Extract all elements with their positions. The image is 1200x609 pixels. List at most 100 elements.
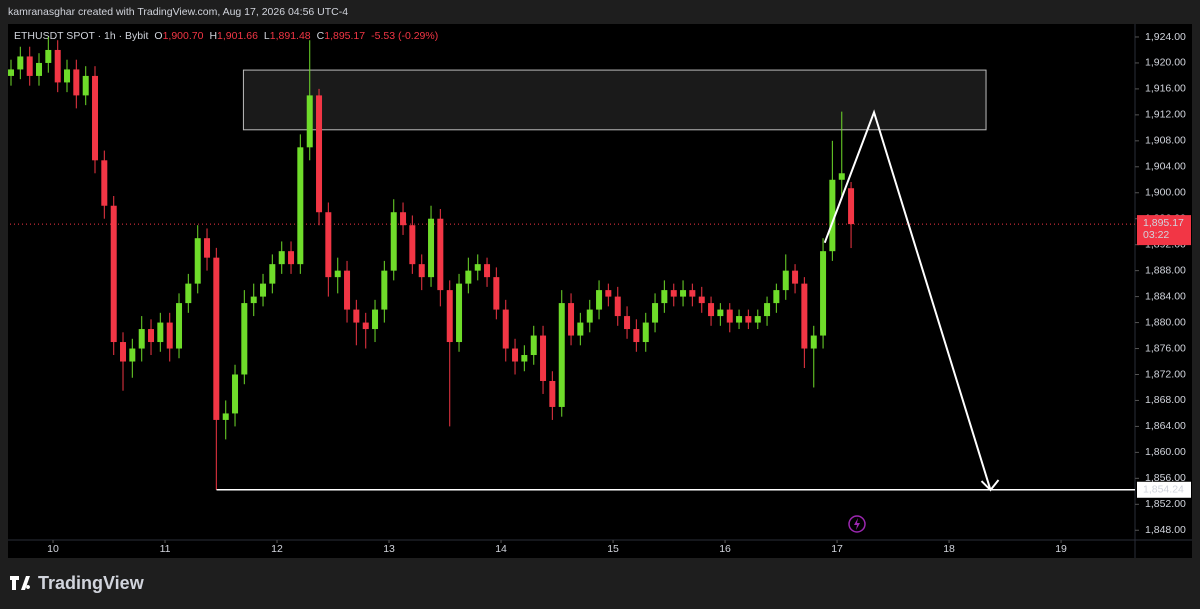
- candle-body: [381, 270, 388, 310]
- y-tick-label: 1,916.00: [1145, 83, 1186, 95]
- candle-body: [222, 413, 229, 420]
- logo-icon: [10, 576, 31, 590]
- candle-body: [773, 290, 780, 304]
- candle-body: [166, 322, 173, 349]
- candle-body: [624, 316, 631, 330]
- candle-body: [45, 49, 52, 63]
- candle-body: [400, 212, 407, 226]
- candle-body: [334, 270, 341, 278]
- candle-body: [493, 277, 500, 310]
- ohlc-key: H: [209, 30, 217, 42]
- y-tick-label: 1,872.00: [1145, 368, 1186, 380]
- y-tick-label: 1,924.00: [1145, 31, 1186, 43]
- y-tick-label: 1,876.00: [1145, 342, 1186, 354]
- candle-body: [157, 322, 164, 343]
- x-tick-label: 16: [719, 543, 731, 555]
- symbol: ETHUSDT SPOT · 1h · Bybit: [14, 30, 148, 42]
- candle-body: [754, 316, 761, 323]
- y-tick-label: 1,880.00: [1145, 316, 1186, 328]
- candle-body: [736, 316, 743, 323]
- candle-body: [362, 322, 369, 330]
- candle-body: [8, 69, 15, 76]
- price-countdown: 03:22: [1143, 229, 1169, 241]
- candle-body: [54, 49, 61, 83]
- candle-body: [568, 303, 575, 336]
- y-tick-label: 1,868.00: [1145, 394, 1186, 406]
- candle-body: [820, 251, 827, 336]
- candle-body: [801, 283, 808, 349]
- y-tick-label: 1,900.00: [1145, 187, 1186, 199]
- supply-zone: [242, 69, 987, 131]
- candle-body: [409, 225, 416, 265]
- alert-circle: [848, 515, 866, 533]
- candle-body: [437, 218, 444, 291]
- candle-body: [764, 303, 771, 317]
- y-tick-label: 1,912.00: [1145, 109, 1186, 121]
- candle-body: [745, 316, 752, 323]
- candle-body: [549, 380, 556, 407]
- candle-body: [782, 270, 789, 291]
- candle-body: [372, 309, 379, 330]
- candle-body: [213, 257, 220, 420]
- candle-body: [698, 296, 705, 304]
- x-tick-label: 18: [943, 543, 955, 555]
- candle-body: [642, 322, 649, 343]
- ohlc-key: C: [317, 30, 325, 42]
- y-tick-label: 1,920.00: [1145, 57, 1186, 69]
- symbol-legend: ETHUSDT SPOT · 1h · Bybit O1,900.70 H1,901…: [14, 30, 438, 42]
- candle-body: [325, 212, 332, 278]
- candle-body: [810, 335, 817, 349]
- y-tick-label: 1,848.00: [1145, 524, 1186, 536]
- candle-body: [241, 303, 248, 375]
- ohlc-value: 1,895.17: [324, 30, 365, 42]
- y-tick-label: 1,860.00: [1145, 446, 1186, 458]
- candle-body: [446, 290, 453, 343]
- candle-body: [680, 290, 687, 297]
- x-tick-label: 14: [495, 543, 507, 555]
- candle-body: [596, 290, 603, 310]
- candle-body: [232, 374, 239, 414]
- candle-body: [176, 303, 183, 349]
- candle-body: [456, 283, 463, 343]
- candle-body: [670, 290, 677, 297]
- alert-icon: [848, 515, 866, 533]
- x-tick-label: 13: [383, 543, 395, 555]
- y-tick-label: 1,852.00: [1145, 498, 1186, 510]
- candle-body: [558, 303, 565, 407]
- candle-body: [92, 75, 99, 161]
- candle-body: [652, 303, 659, 323]
- price-label-box: [1137, 215, 1191, 246]
- candle-body: [185, 283, 192, 304]
- candle-body: [418, 264, 425, 278]
- candle-body: [204, 238, 211, 258]
- candle-body: [474, 264, 481, 271]
- y-tick-label: 1,904.00: [1145, 161, 1186, 173]
- candle-body: [502, 309, 509, 349]
- candle-body: [726, 309, 733, 323]
- candle-body: [512, 348, 519, 362]
- candle-body: [288, 251, 295, 265]
- footer-logo: TradingView: [10, 573, 145, 593]
- candle-body: [540, 335, 547, 381]
- candle-body: [73, 69, 80, 96]
- candle-body: [428, 218, 435, 278]
- candle-body: [26, 56, 33, 76]
- alert-bolt: [854, 518, 860, 530]
- x-tick-label: 19: [1055, 543, 1067, 555]
- candle-body: [614, 296, 621, 317]
- x-tick-label: 12: [271, 543, 283, 555]
- candle-body: [530, 335, 537, 356]
- candle-body: [269, 264, 276, 284]
- candle-body: [717, 309, 724, 317]
- candle-body: [110, 205, 117, 343]
- candle-body: [36, 62, 43, 76]
- projection-path: [823, 109, 992, 491]
- candle-body: [586, 309, 593, 323]
- y-tick-label: 1,908.00: [1145, 135, 1186, 147]
- price-label: 1,895.17: [1143, 217, 1184, 229]
- arrow-head: [980, 479, 1000, 492]
- candle-body: [250, 296, 257, 304]
- candle-body: [353, 309, 360, 323]
